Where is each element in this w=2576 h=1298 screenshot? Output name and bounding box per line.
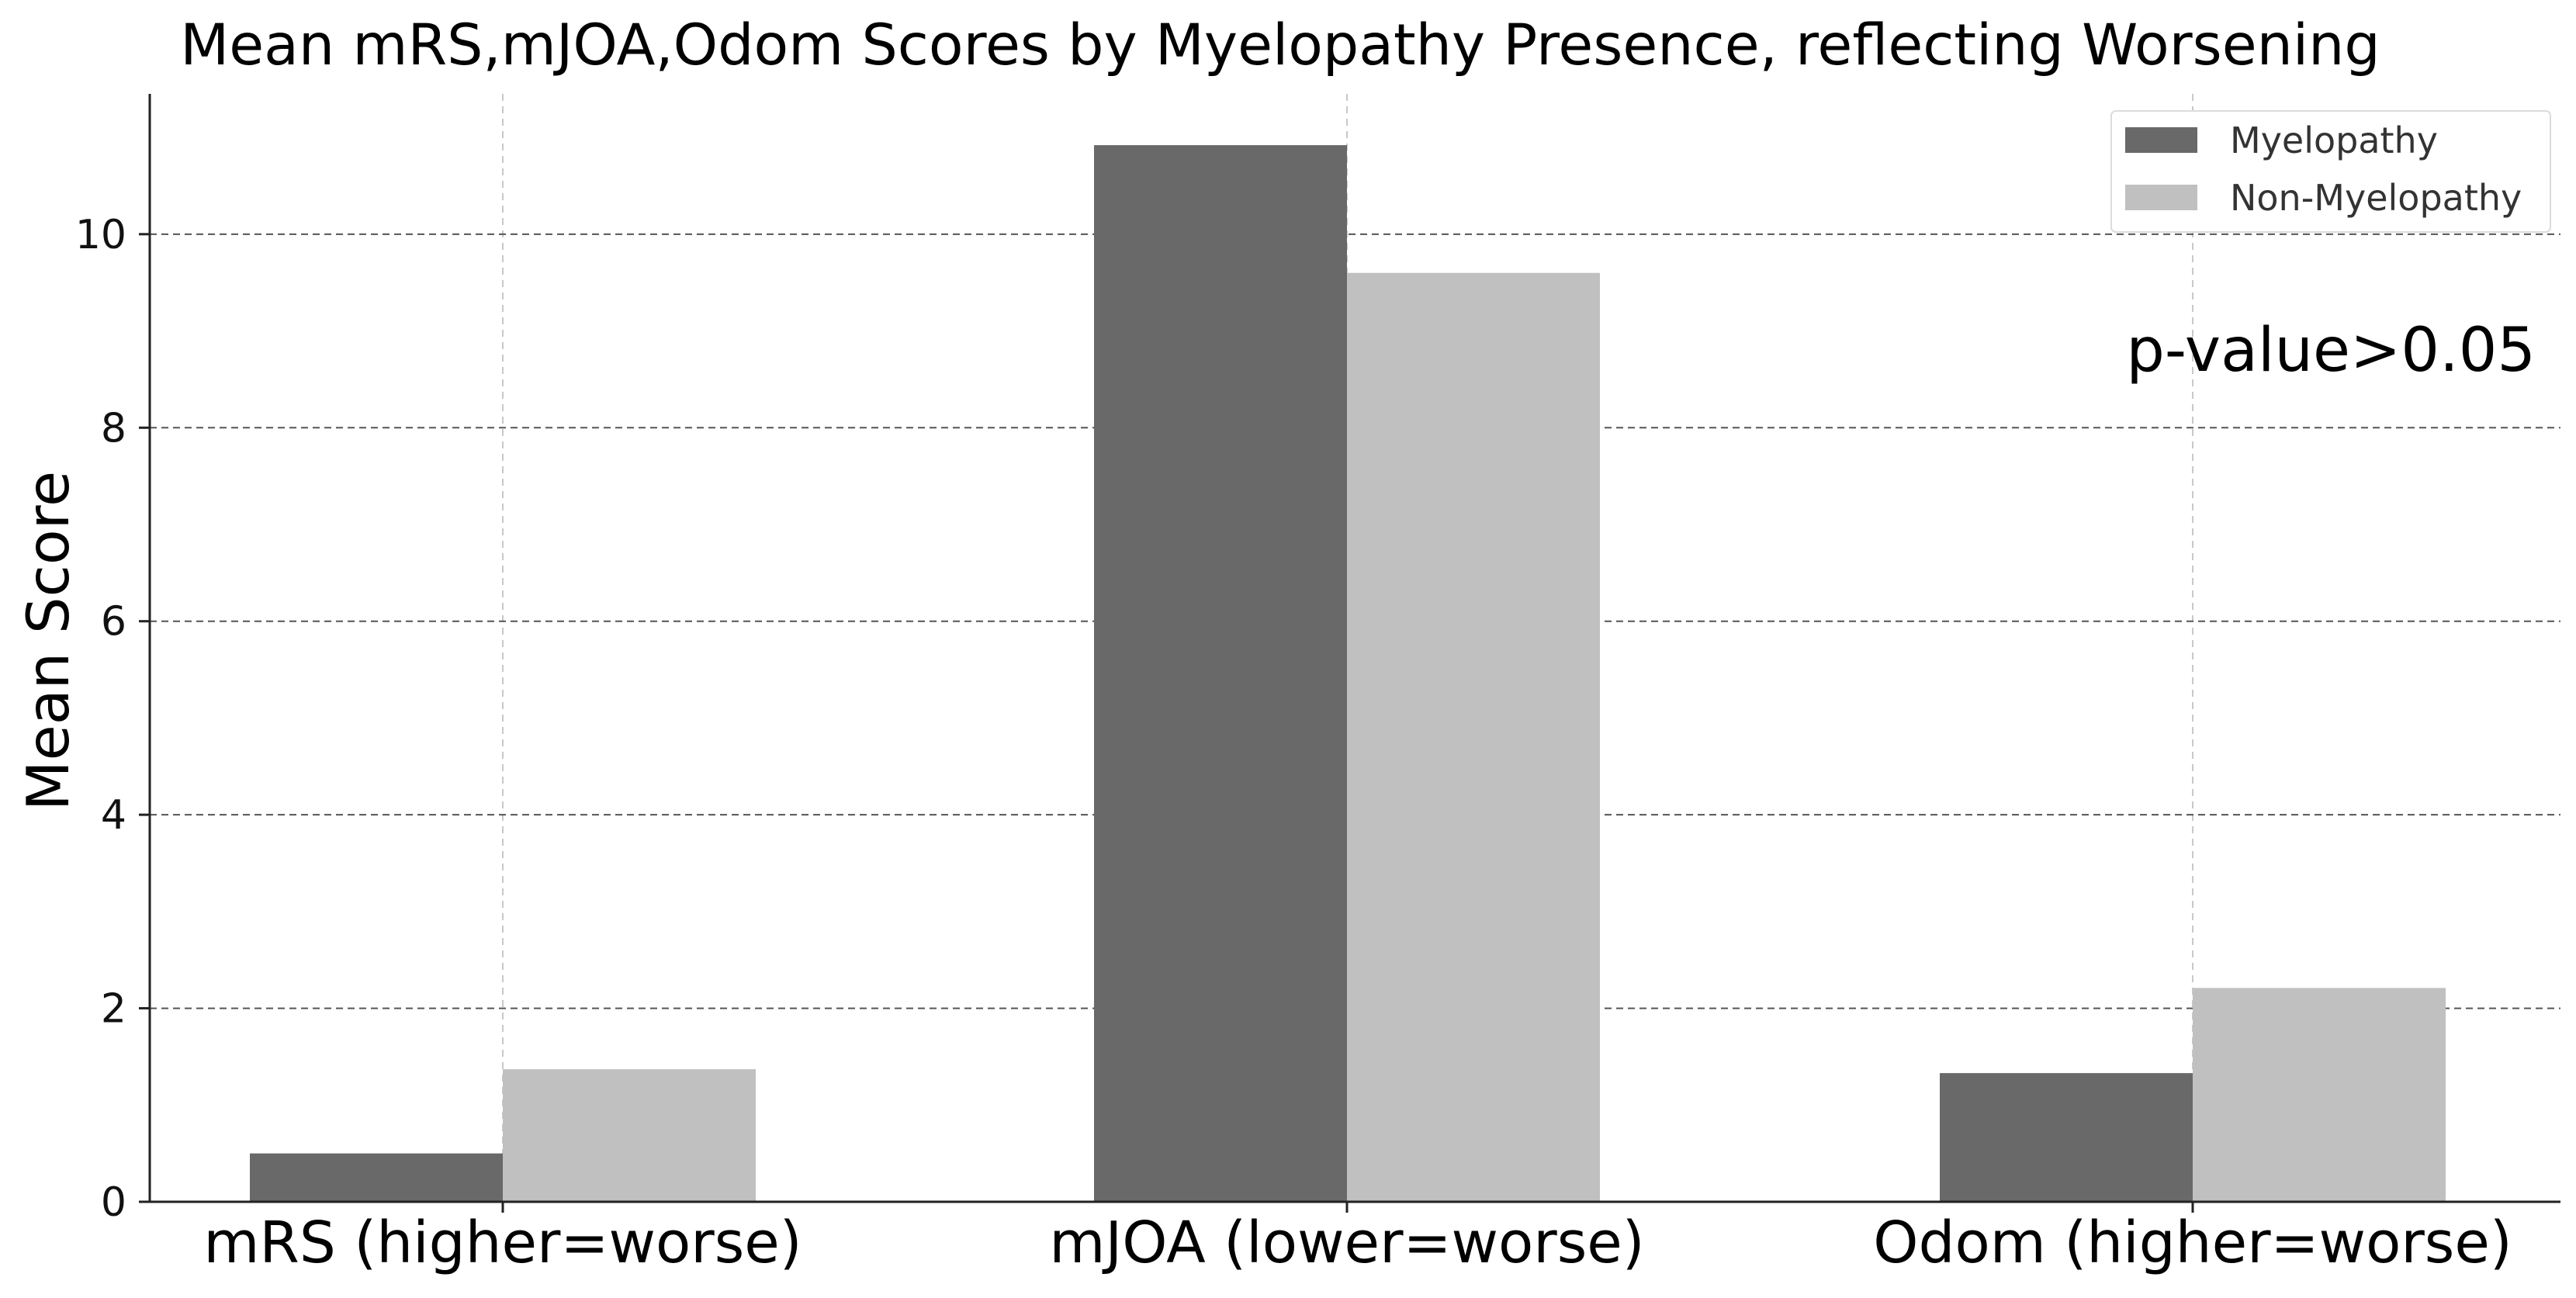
bar-myelopathy-mjoa	[1094, 145, 1347, 1202]
y-tick-label: 6	[101, 599, 126, 646]
legend-label-non-myelopathy: Non-Myelopathy	[2230, 177, 2522, 219]
bar-non-myelopathy-odom	[2193, 988, 2446, 1202]
legend-swatch-non-myelopathy	[2125, 185, 2197, 210]
y-tick-label: 0	[101, 1179, 126, 1226]
legend-frame	[2110, 110, 2551, 233]
legend: Myelopathy Non-Myelopathy	[2110, 110, 2551, 233]
x-tick-label: mRS (higher=worse)	[203, 1210, 802, 1276]
x-tick-labels: mRS (higher=worse) mJOA (lower=worse) Odom…	[203, 1202, 2512, 1276]
bars	[250, 145, 2446, 1203]
x-tick-label: Odom (higher=worse)	[1873, 1210, 2512, 1276]
chart-title: Mean mRS,mJOA,Odom Scores by Myelopathy …	[180, 12, 2380, 78]
x-tick-label: mJOA (lower=worse)	[1049, 1210, 1644, 1276]
y-tick-label: 10	[75, 212, 126, 258]
y-tick-label: 8	[101, 405, 126, 452]
legend-label-myelopathy: Myelopathy	[2230, 119, 2438, 161]
bar-non-myelopathy-mjoa	[1347, 272, 1600, 1203]
y-tick-label: 2	[101, 986, 126, 1033]
y-tick-label: 4	[101, 792, 126, 839]
axes	[148, 94, 2560, 1203]
y-axis-label: Mean Score	[14, 471, 82, 811]
y-tick-labels: 0 2 4 6 8 10	[75, 212, 150, 1226]
bar-myelopathy-mrs	[250, 1153, 503, 1202]
legend-swatch-myelopathy	[2125, 127, 2197, 153]
bar-non-myelopathy-mrs	[503, 1069, 756, 1202]
bar-myelopathy-odom	[1940, 1073, 2193, 1202]
p-value-annotation: p-value>0.05	[2126, 316, 2536, 386]
